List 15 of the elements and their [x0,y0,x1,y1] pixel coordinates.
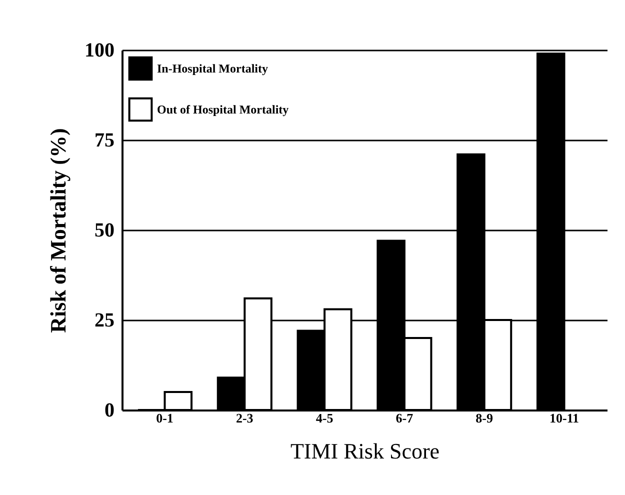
x-tick-label: 10-11 [549,410,580,426]
x-tick-label: 8-9 [476,410,494,426]
legend-label: Out of Hospital Mortality [157,102,289,116]
x-axis-title: TIMI Risk Score [290,438,440,464]
y-axis-title: Risk of Mortality (%) [46,128,70,333]
x-tick-label: 0-1 [156,410,174,426]
x-tick-label: 2-3 [236,410,254,426]
x-tick-label: 4-5 [316,410,334,426]
y-tick-label: 0 [104,400,114,422]
y-tick-label: 50 [94,220,114,242]
x-tick-label: 6-7 [396,410,414,426]
y-tick-label: 25 [94,310,114,332]
y-tick-label: 75 [94,130,114,152]
legend-label: In-Hospital Mortality [157,62,268,76]
y-tick-label: 100 [84,40,114,62]
